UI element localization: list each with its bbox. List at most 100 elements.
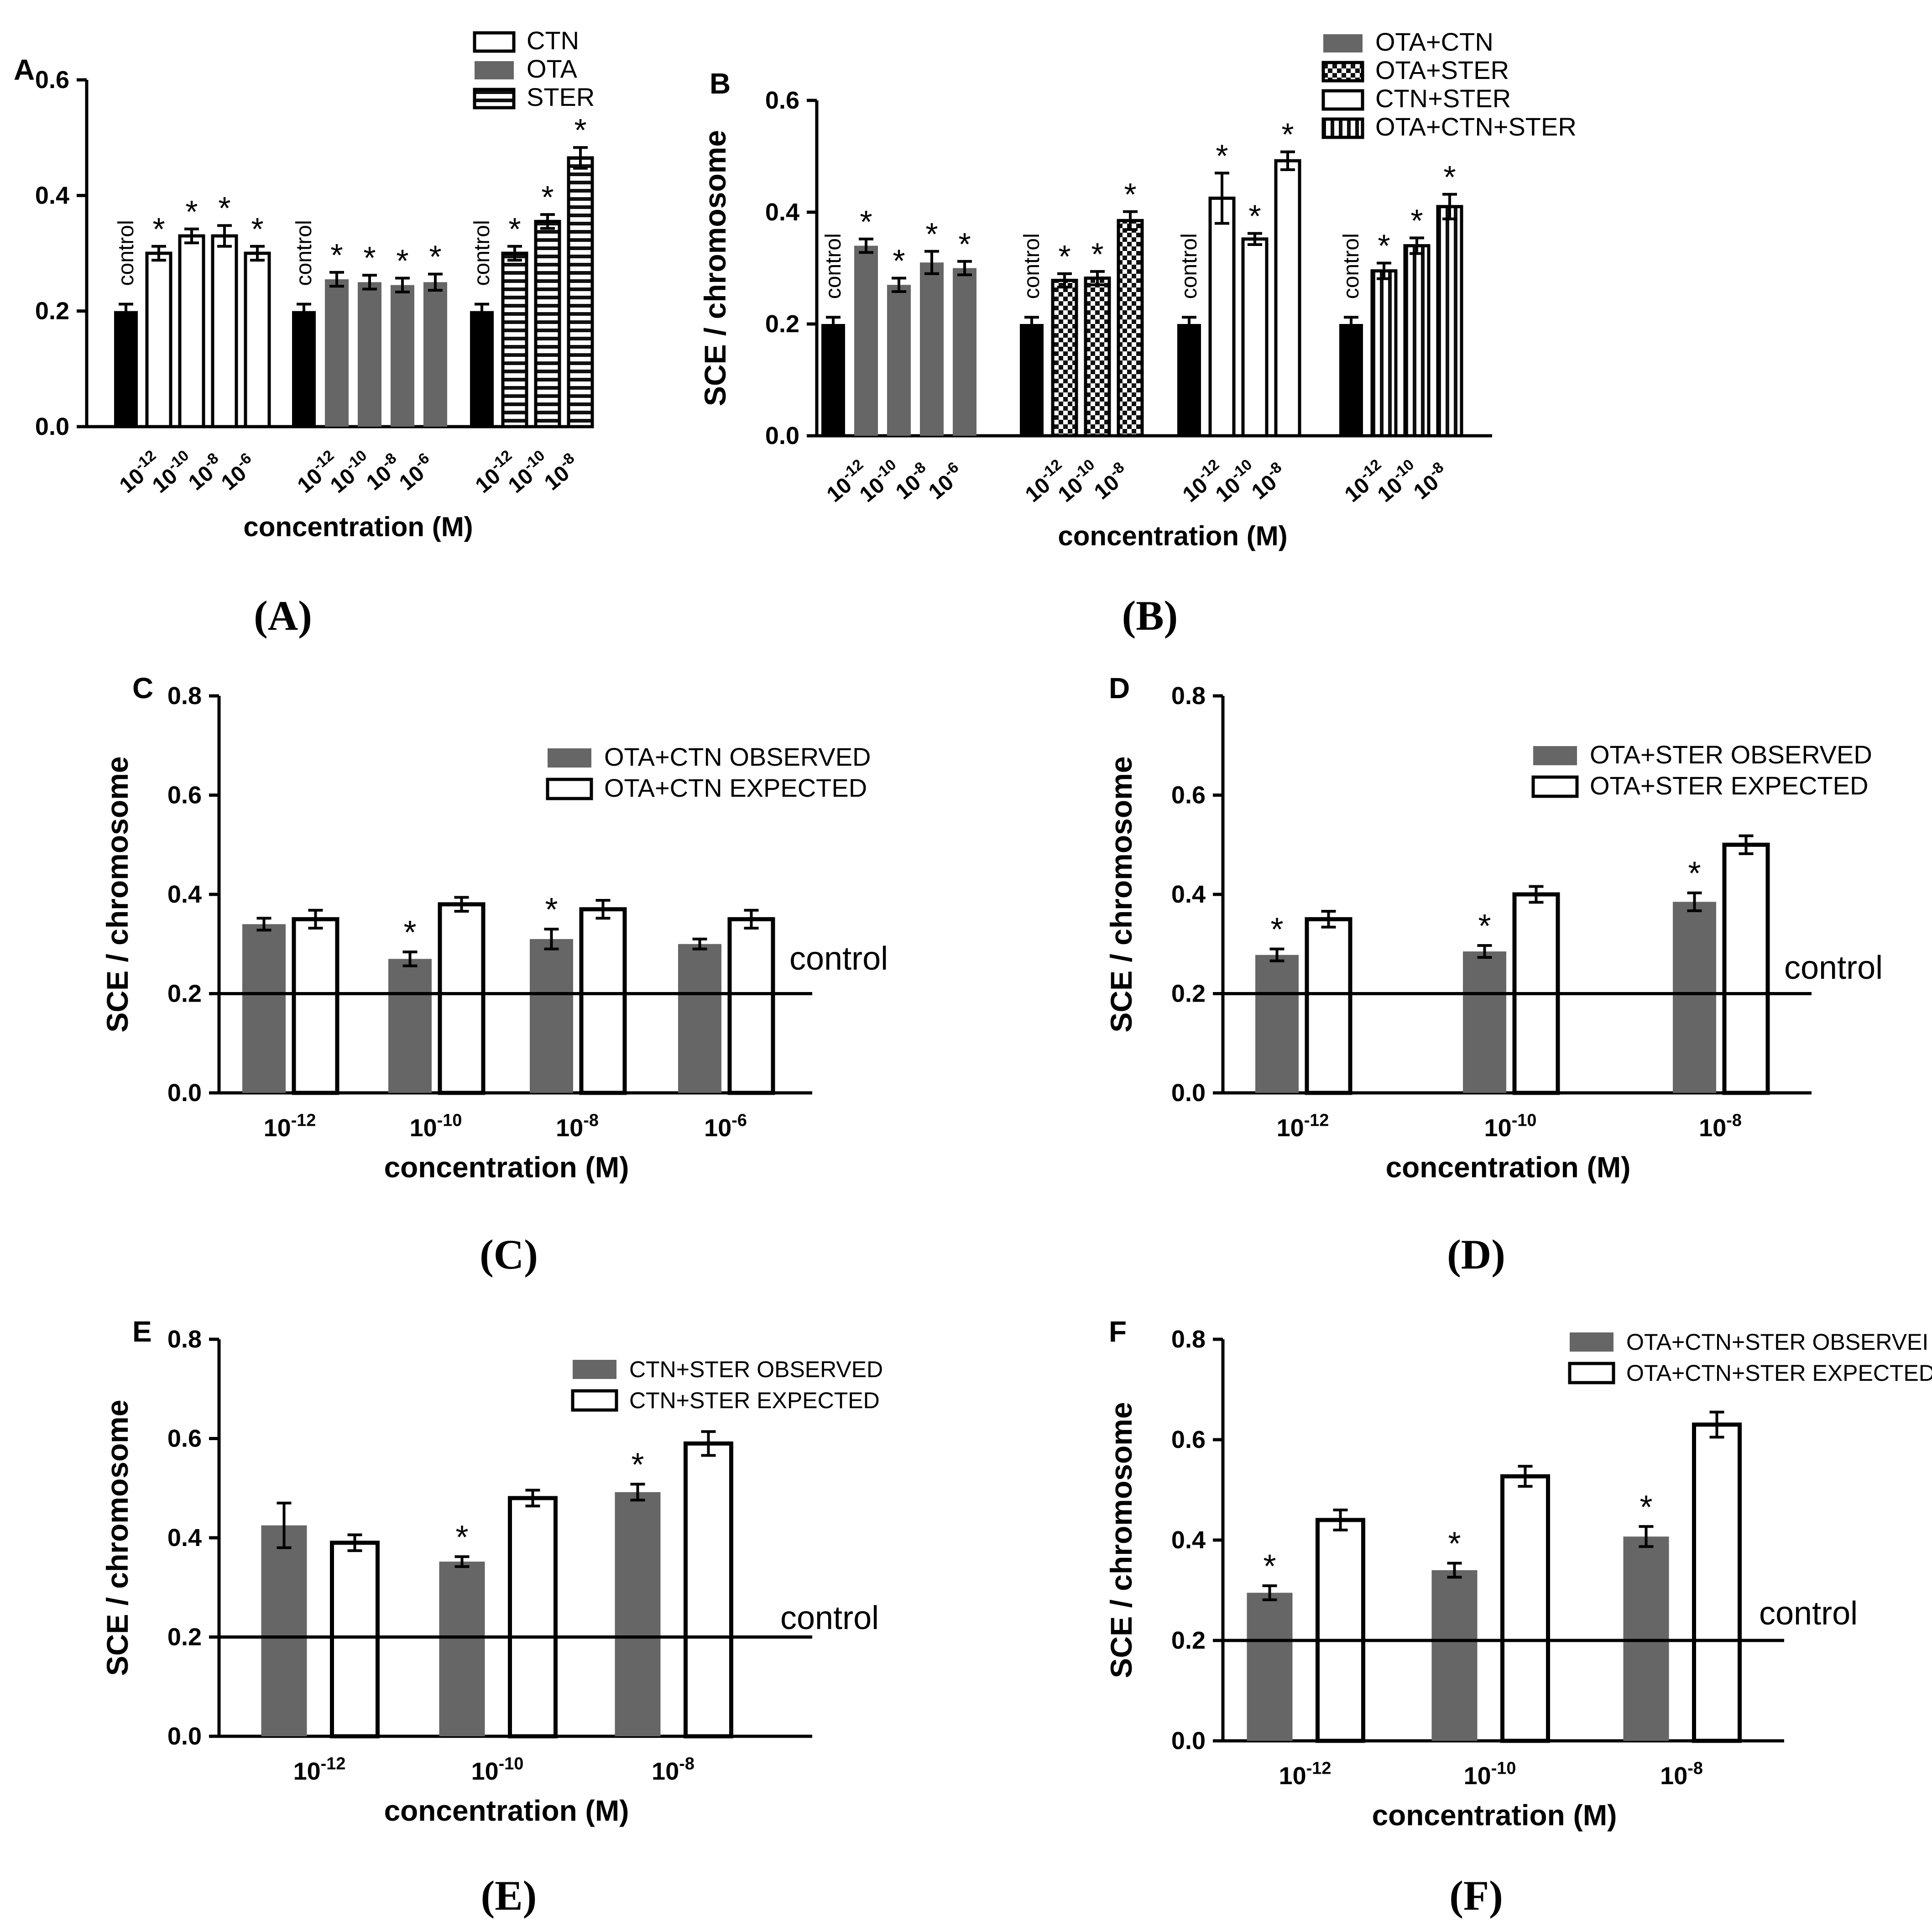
bar: [887, 285, 911, 436]
y-tick-label: 0.0: [1171, 1727, 1206, 1755]
bar: [423, 282, 447, 427]
significance-marker: *: [1248, 198, 1261, 234]
y-axis-label: SCE / chromosome: [698, 130, 732, 406]
bar-expected: [1500, 1474, 1550, 1743]
panel-letter: E: [132, 1315, 152, 1348]
bar-observed: [1247, 1593, 1293, 1741]
legend-swatch: [1321, 89, 1364, 111]
significance-marker: *: [925, 216, 938, 252]
x-axis-label: concentration (M): [243, 512, 473, 542]
legend-swatch: [475, 61, 514, 79]
significance-marker: *: [1410, 203, 1423, 238]
bar: [1117, 219, 1144, 438]
x-tick-label: 10-6: [393, 450, 439, 496]
significance-marker: *: [218, 190, 230, 226]
control-label: control: [1759, 1595, 1858, 1632]
panel-caption-d: (D): [1447, 1231, 1505, 1278]
legend-swatch: [573, 1360, 616, 1379]
significance-marker: *: [1688, 856, 1701, 892]
y-tick-label: 0.0: [35, 413, 69, 440]
control-label: control: [780, 1600, 879, 1636]
y-tick-label: 0.0: [167, 1079, 202, 1107]
bar: [1274, 159, 1301, 438]
significance-marker: *: [1216, 138, 1228, 173]
x-tick-label: 10-6: [922, 459, 969, 505]
bar-control: [1339, 324, 1363, 436]
y-tick-label: 0.6: [167, 1425, 202, 1452]
bar-expected: [292, 917, 339, 1095]
legend-label: STER: [527, 83, 595, 111]
bar-expected: [684, 1441, 733, 1739]
bar-expected: [508, 1496, 558, 1739]
bar-control: [1177, 324, 1201, 436]
y-tick-label: 0.4: [1171, 881, 1206, 908]
bar: [567, 156, 594, 428]
bar-expected: [579, 907, 627, 1095]
y-tick-label: 0.4: [35, 182, 69, 209]
y-tick-label: 0.4: [765, 198, 799, 226]
x-tick-label: 10-12: [264, 1111, 316, 1142]
bar-expected: [1692, 1422, 1742, 1743]
bar: [501, 251, 528, 428]
y-axis-label: SCE / chromosome: [100, 756, 134, 1032]
legend-label: CTN: [527, 26, 579, 55]
bar-observed: [439, 1562, 485, 1736]
x-tick-label: 10-12: [293, 1754, 346, 1785]
y-tick-label: 0.4: [1171, 1526, 1206, 1554]
significance-marker: *: [1443, 159, 1456, 195]
bar: [1084, 277, 1111, 438]
significance-marker: *: [330, 237, 343, 273]
y-tick-label: 0.6: [765, 87, 799, 114]
significance-marker: *: [1640, 1489, 1652, 1525]
legend-label: OTA+CTN+STER: [1375, 112, 1577, 141]
bar: [244, 251, 271, 428]
bar-expected: [330, 1541, 380, 1739]
legend-label: OTA+STER OBSERVED: [1590, 740, 1872, 769]
x-tick-label: 10-8: [556, 1111, 599, 1142]
legend-label: OTA: [527, 54, 578, 83]
bar-observed: [388, 959, 432, 1093]
bar: [1208, 196, 1236, 438]
y-tick-label: 0.2: [1171, 1627, 1206, 1654]
y-tick-label: 0.0: [765, 422, 799, 449]
significance-marker: *: [958, 226, 971, 262]
significance-marker: *: [251, 211, 263, 247]
bar: [920, 262, 944, 436]
significance-marker: *: [1378, 228, 1390, 263]
bar: [358, 282, 381, 427]
x-axis-label: concentration (M): [384, 1151, 629, 1184]
x-axis-label: concentration (M): [384, 1794, 629, 1827]
x-tick-label: 10-8: [1660, 1759, 1703, 1790]
x-tick-label: 10-6: [704, 1111, 747, 1142]
control-label: control: [292, 220, 316, 286]
significance-marker: *: [631, 1447, 644, 1483]
control-label: control: [114, 220, 138, 286]
y-tick-label: 0.2: [167, 980, 202, 1008]
panel-caption-b: (B): [1122, 592, 1178, 639]
control-label: control: [1339, 233, 1363, 299]
significance-marker: *: [574, 112, 586, 148]
y-tick-label: 0.6: [167, 782, 202, 809]
bar: [325, 279, 349, 427]
bar: [854, 245, 878, 436]
x-tick-label: 10-12: [1277, 1111, 1329, 1142]
control-label: control: [1177, 233, 1201, 299]
x-axis-label: concentration (M): [1386, 1151, 1631, 1184]
bar-observed: [1463, 951, 1506, 1093]
control-label: control: [470, 220, 494, 286]
bar-control: [470, 311, 494, 427]
significance-marker: *: [363, 240, 376, 276]
control-label: control: [1020, 233, 1044, 299]
legend-label: CTN+STER OBSERVED: [629, 1357, 883, 1382]
legend-swatch: [1321, 117, 1364, 139]
y-tick-label: 0.2: [35, 298, 69, 325]
panel-letter: C: [132, 672, 153, 705]
significance-marker: *: [1263, 1548, 1276, 1585]
significance-marker: *: [1058, 239, 1070, 274]
bar-observed: [261, 1525, 307, 1736]
significance-marker: *: [1270, 912, 1283, 948]
bar-observed: [1431, 1570, 1478, 1741]
x-tick-label: 10-10: [471, 1754, 524, 1785]
